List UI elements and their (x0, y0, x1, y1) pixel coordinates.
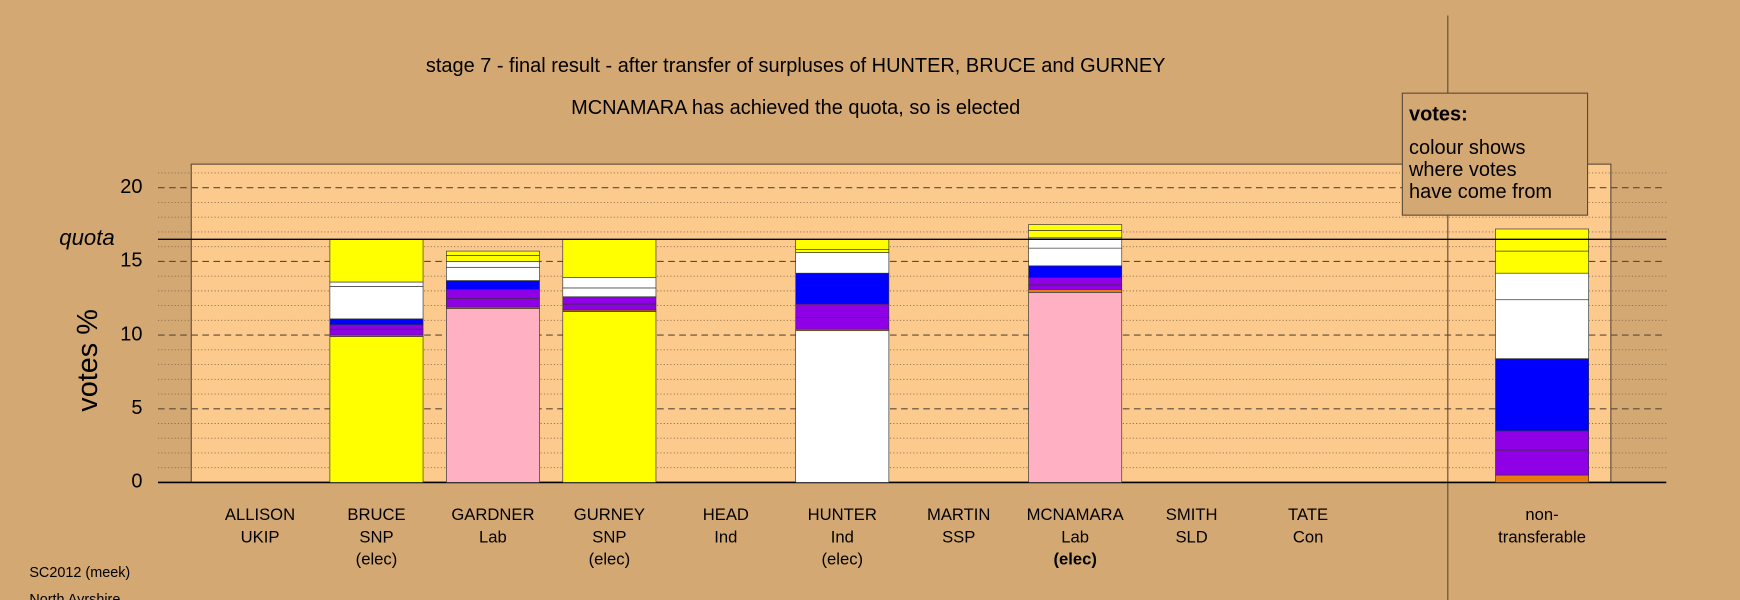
x-tick-label: Con (1293, 527, 1324, 546)
bar-segment (329, 281, 424, 287)
bar-segment (1028, 284, 1123, 290)
bar-segment (1028, 230, 1123, 239)
bar-segment (329, 238, 424, 283)
x-tick-label: HEAD (703, 505, 749, 524)
x-tick-label: Lab (479, 527, 507, 546)
bar-segment (795, 272, 890, 305)
bar-segment (446, 308, 540, 483)
bar-segment (562, 296, 657, 305)
bar-segment (329, 286, 424, 320)
bar-segment (795, 317, 890, 330)
bar-segment (1028, 265, 1123, 278)
x-tick-label: non- (1525, 505, 1558, 524)
x-tick-label: UKIP (241, 527, 280, 546)
bar-segment (562, 238, 657, 278)
bar-segment (1495, 474, 1590, 483)
bar-segment (1028, 277, 1123, 286)
bar-segment (562, 303, 657, 311)
x-tick-label: SMITH (1166, 505, 1218, 524)
bar-segment (446, 280, 540, 290)
bar-segment (1028, 224, 1123, 231)
bar-segment (1495, 272, 1590, 301)
x-tick-label: Lab (1061, 527, 1089, 546)
x-tick-label: (elec) (589, 549, 631, 568)
bar-segment (795, 330, 890, 483)
y-tick-label: 5 (131, 397, 142, 419)
y-tick-label: 15 (120, 250, 142, 272)
bars: ALLISON UKIP BRUCE SNP (elec) GARDNER Lab GURNE… (225, 224, 1590, 568)
bar-segment (562, 287, 657, 298)
x-tick-label: GARDNER (451, 505, 534, 524)
bar-segment (446, 250, 540, 256)
bar-segment (1495, 299, 1590, 359)
bar-segment (329, 318, 424, 326)
x-tick-label: HUNTER (808, 505, 877, 524)
x-tick-label: (elec) (1053, 549, 1096, 568)
chart-title: stage 7 - final result - after transfer … (426, 55, 1166, 77)
bar-segment (1028, 247, 1123, 267)
x-tick-label: MCNAMARA (1027, 505, 1125, 524)
x-tick-label: Ind (714, 527, 737, 546)
bar-segment (1495, 358, 1590, 432)
legend-box (1401, 92, 1589, 216)
bar-segment (1495, 430, 1590, 451)
chart-subtitle: MCNAMARA has achieved the quota, so is e… (571, 97, 1020, 119)
x-tick-label: BRUCE (347, 505, 405, 524)
bar-segment (446, 255, 540, 262)
bar-segment (446, 266, 540, 281)
legend-text: where votes (1408, 159, 1517, 181)
bar-segment (1495, 250, 1590, 274)
bar-segment (1495, 449, 1590, 476)
x-tick-label: ALLISON (225, 505, 295, 524)
bar-segment (329, 324, 424, 330)
y-tick-label: 10 (120, 323, 142, 345)
y-tick-label: 0 (131, 471, 142, 493)
legend-text: colour shows (1409, 137, 1525, 159)
bar-segment (1495, 228, 1590, 252)
y-tick-label: 20 (120, 176, 142, 198)
bar-segment (1028, 292, 1123, 483)
x-tick-label: SLD (1175, 527, 1207, 546)
x-tick-label: SNP (359, 527, 393, 546)
y-axis-label: votes % (72, 309, 104, 412)
footer-text: SC2012 (meek) (29, 565, 130, 581)
x-tick-label: SNP (592, 527, 626, 546)
legend-text: have come from (1409, 181, 1552, 203)
bar-segment (1028, 289, 1123, 293)
x-tick-label: GURNEY (574, 505, 645, 524)
x-tick-label: MARTIN (927, 505, 990, 524)
x-tick-label: (elec) (356, 549, 398, 568)
bar-segment (329, 336, 424, 483)
bar-segment (329, 328, 424, 336)
bar-segment (446, 261, 540, 268)
x-tick-label: Ind (831, 527, 854, 546)
bar-segment (562, 277, 657, 289)
x-tick-label: (elec) (821, 549, 863, 568)
bar-segment (562, 311, 657, 483)
legend-title: votes: (1409, 104, 1468, 126)
overlay: quota (59, 225, 1667, 250)
bar-segment (446, 289, 540, 299)
x-tick-label: TATE (1288, 505, 1328, 524)
footer-text: North Ayrshire (29, 592, 120, 600)
bar-segment (795, 249, 890, 253)
bar-segment (795, 303, 890, 318)
bar-segment (446, 297, 540, 308)
quota-label: quota (59, 225, 114, 250)
x-tick-label: transferable (1498, 527, 1586, 546)
bar-segment (795, 238, 890, 250)
x-tick-label: SSP (942, 527, 975, 546)
bar-segment (795, 252, 890, 274)
